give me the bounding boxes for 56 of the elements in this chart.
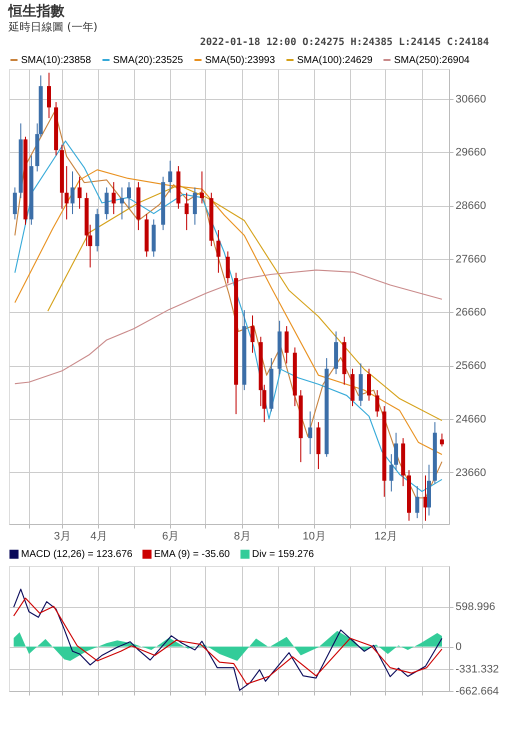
candlestick — [440, 433, 444, 447]
candlestick — [104, 186, 109, 220]
y-tick-label: 0 — [456, 641, 462, 654]
legend-label: SMA(10):23858 — [21, 55, 92, 66]
candlestick — [226, 250, 230, 284]
candlestick — [78, 176, 82, 210]
legend-label: SMA(100):24629 — [297, 55, 374, 66]
legend-label: SMA(50):23993 — [205, 55, 276, 66]
x-tick-label: 10月 — [302, 530, 326, 542]
legend-label: SMA(250):26904 — [394, 55, 470, 66]
y-tick-label: 30660 — [456, 93, 486, 106]
candlestick — [415, 486, 420, 519]
y-tick-label: 27660 — [456, 253, 486, 266]
candlestick — [47, 72, 51, 119]
chart-subtitle: 延時日線圖 (一年) — [8, 20, 98, 34]
legend-label: SMA(20):23525 — [113, 55, 184, 66]
candlestick — [168, 160, 172, 194]
candlestick — [200, 170, 204, 204]
candlestick — [216, 230, 220, 274]
y-tick-label: -331.332 — [456, 663, 499, 676]
chart-title: 恒生指數 — [8, 4, 66, 20]
x-tick-label: 8月 — [234, 530, 252, 542]
candlestick — [184, 192, 189, 231]
candlestick — [284, 326, 289, 364]
candlestick — [70, 170, 75, 215]
y-tick-label: 598.996 — [456, 601, 496, 614]
legend-label: Div = 159.276 — [252, 549, 314, 560]
legend-label: MACD (12,26) = 123.676 — [21, 549, 133, 560]
candlestick — [308, 410, 312, 455]
candlestick — [112, 182, 116, 215]
y-tick-label: 25660 — [456, 360, 486, 372]
y-tick-label: -662.664 — [456, 686, 499, 698]
x-tick-label: 3月 — [54, 530, 72, 542]
candlestick — [250, 314, 255, 354]
candlestick — [367, 368, 371, 402]
line-series — [47, 184, 442, 422]
candlestick — [389, 454, 394, 492]
candlestick — [12, 186, 17, 220]
legend-label: EMA (9) = -35.60 — [154, 549, 230, 560]
y-tick-label: 28660 — [456, 200, 486, 212]
candlestick — [120, 186, 124, 220]
text: 2022-01-18 12:00 O:24275 H:24385 L:24145 C:24184 — [200, 37, 489, 48]
candlestick — [375, 390, 380, 418]
line-series — [14, 169, 442, 456]
y-tick-label: 23660 — [456, 466, 486, 479]
line-series — [14, 270, 442, 384]
y-tick-label: 26660 — [456, 306, 486, 319]
x-tick-label: 4月 — [90, 530, 108, 542]
candlestick — [192, 186, 197, 226]
candlestick — [127, 182, 131, 210]
candlestick — [64, 166, 69, 220]
candlestick — [394, 432, 398, 471]
x-tick-label: 12月 — [374, 530, 398, 542]
y-tick-label: 24660 — [456, 413, 486, 426]
y-tick-label: 29660 — [456, 146, 486, 159]
x-tick-label: 6月 — [162, 530, 180, 542]
